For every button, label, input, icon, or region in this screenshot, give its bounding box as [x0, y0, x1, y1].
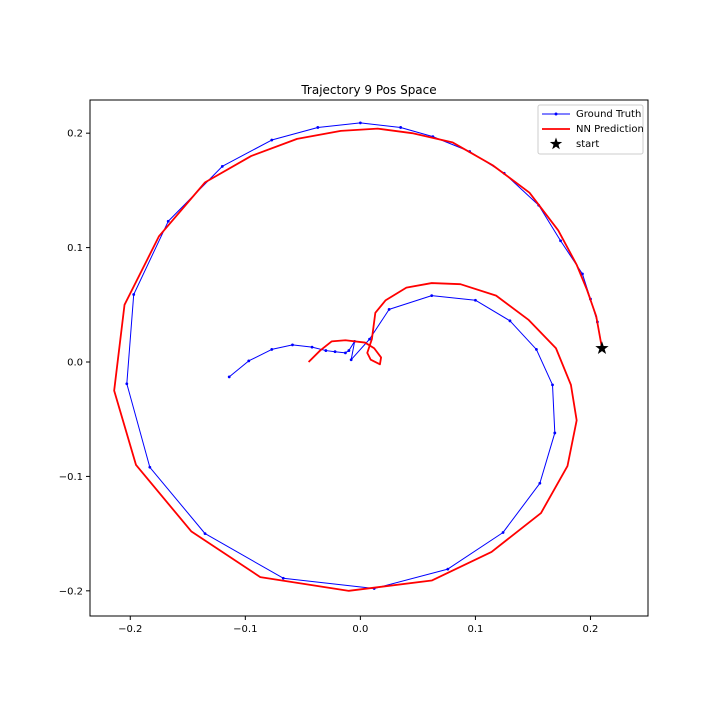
x-tick-label: 0.1: [467, 624, 483, 635]
data-point-ground-truth: [368, 337, 371, 341]
data-point-ground-truth: [270, 138, 274, 142]
plot-area: [113, 121, 609, 592]
data-point-ground-truth: [344, 351, 347, 355]
data-point-ground-truth: [538, 481, 542, 485]
data-point-ground-truth: [358, 121, 362, 125]
legend: Ground Truth NN Prediction start: [537, 104, 644, 155]
data-point-ground-truth: [535, 348, 538, 351]
legend-swatch-start-star-icon: [549, 137, 563, 150]
legend-swatch-ground-truth-marker: [554, 112, 558, 116]
x-axis: −0.2 −0.1 0.0 0.1 0.2: [118, 616, 598, 635]
x-tick-label: −0.2: [118, 624, 142, 635]
start-star-icon: [595, 341, 609, 354]
data-point-ground-truth: [270, 348, 274, 351]
data-point-ground-truth: [281, 576, 285, 580]
data-point-ground-truth: [220, 164, 224, 168]
data-point-ground-truth: [316, 126, 320, 129]
x-tick-label: −0.1: [233, 624, 257, 635]
data-point-ground-truth: [227, 375, 231, 379]
data-point-ground-truth: [125, 382, 129, 386]
data-point-ground-truth: [310, 345, 314, 349]
y-axis: −0.2 −0.1 0.0 0.1 0.2: [59, 129, 90, 597]
data-point-ground-truth: [247, 359, 251, 363]
data-point-ground-truth: [430, 294, 434, 298]
data-point-ground-truth: [132, 293, 136, 296]
data-point-ground-truth: [551, 383, 554, 387]
data-point-ground-truth: [349, 358, 353, 362]
data-point-ground-truth: [508, 319, 512, 323]
y-tick-label: 0.1: [67, 243, 83, 254]
data-point-ground-truth: [474, 298, 477, 302]
y-tick-label: −0.2: [59, 586, 83, 597]
legend-label-nn-prediction: NN Prediction: [576, 124, 644, 135]
legend-label-start: start: [576, 139, 599, 150]
axes-frame: [89, 99, 649, 617]
x-tick-label: 0.2: [583, 624, 599, 635]
data-point-ground-truth: [559, 239, 562, 243]
chart-title: Trajectory 9 Pos Space: [300, 83, 436, 97]
data-point-ground-truth: [148, 465, 152, 469]
data-point-ground-truth: [387, 307, 391, 311]
data-point-ground-truth: [446, 567, 450, 571]
y-tick-label: −0.1: [59, 472, 83, 483]
y-tick-label: 0.2: [67, 129, 83, 140]
data-point-ground-truth: [324, 349, 328, 352]
x-tick-label: 0.0: [352, 624, 368, 635]
data-point-ground-truth: [291, 343, 294, 347]
data-point-ground-truth: [333, 350, 337, 354]
data-point-ground-truth: [347, 349, 351, 352]
data-point-ground-truth: [399, 126, 403, 129]
data-point-ground-truth: [581, 272, 584, 276]
y-tick-label: 0.0: [67, 358, 83, 369]
data-point-ground-truth: [203, 532, 207, 536]
data-point-ground-truth: [553, 431, 557, 435]
legend-label-ground-truth: Ground Truth: [576, 109, 641, 120]
data-point-ground-truth: [501, 531, 505, 534]
series-line-nn-prediction: [113, 127, 603, 592]
data-point-ground-truth: [166, 219, 170, 223]
legend-box: [537, 104, 644, 155]
